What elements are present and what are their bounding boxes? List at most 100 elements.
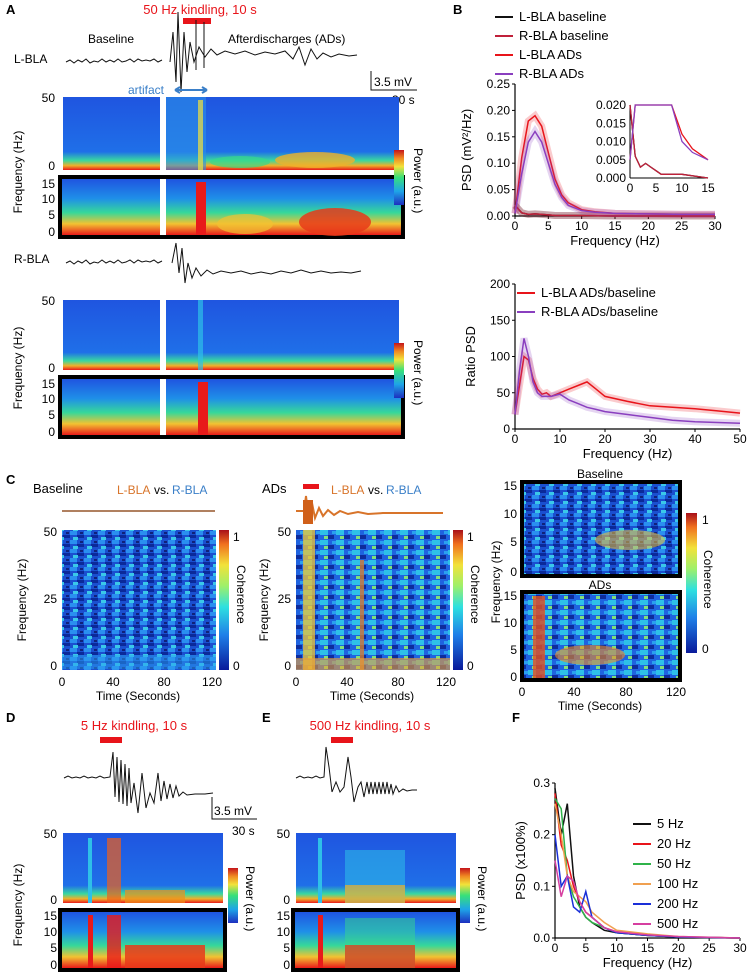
d-zoom-frame (58, 908, 227, 972)
inset-ytick: 0.020 (596, 98, 626, 112)
B-bottom-series-l-bla-ads/baseline (514, 355, 741, 415)
spectrogram-d-zoom (62, 912, 223, 968)
F-series-500-hz (554, 860, 741, 939)
cbar2-min: 0 (467, 659, 474, 673)
lbla-zoom-frame (58, 175, 405, 239)
svg-text:0: 0 (510, 670, 517, 684)
c-vs-2: vs. (368, 483, 383, 497)
svg-text:50: 50 (277, 827, 291, 841)
coherence-ads (296, 530, 450, 670)
inset-xtick: 10 (675, 181, 689, 195)
inset-series (629, 104, 709, 161)
rbla-ads-trace (171, 242, 362, 284)
svg-text:0: 0 (283, 893, 290, 907)
B-bottom-ytick: 50 (497, 386, 511, 400)
trace-e (295, 746, 417, 803)
svg-text:50: 50 (42, 294, 56, 308)
svg-text:80: 80 (157, 675, 171, 689)
B-bottom-ytick: 150 (490, 313, 510, 327)
F-xtick: 25 (702, 941, 716, 955)
inset-xtick: 15 (701, 181, 715, 195)
B-top-ylabel: PSD (mV²/Hz) (459, 109, 474, 191)
svg-text:10: 10 (277, 925, 291, 939)
B-bottom-ytick: 100 (490, 350, 510, 364)
svg-text:5: 5 (510, 535, 517, 549)
panel-label-d: D (6, 710, 15, 725)
F-series-20-hz (554, 793, 741, 939)
c-lbla-1: L-BLA (117, 483, 150, 497)
e-zoom-frame (291, 908, 460, 972)
lbla-ads-trace (169, 11, 358, 93)
cbar1-label: Coherence (234, 565, 248, 624)
F-ylabel: PSD (x100%) (513, 821, 528, 900)
c3-baseline-title: Baseline (577, 467, 623, 481)
B-top-ytick: 0.15 (487, 130, 511, 144)
B-top-ytick: 0.10 (487, 156, 511, 170)
chart-b-bottom: 0 10 20 30 40 50 0 50 100 150 200 Frequency (Hz) Rat… (463, 277, 747, 461)
chart-f: 0 5 10 15 20 25 30 0.0 0.1 0.2 0.3 Frequency (Hz) PS… (513, 776, 747, 970)
spectrogram-e-zoom (295, 912, 456, 968)
svg-text:0: 0 (48, 425, 55, 439)
c-ads-title: ADs (262, 481, 287, 496)
scale-bar-a (370, 71, 417, 91)
F-xtick: 15 (641, 941, 655, 955)
B-bottom-ytick: 0 (503, 422, 510, 436)
B-bottom-legend-label: R-BLA ADs/baseline (541, 304, 658, 319)
lbla-zoom-spectrogram (62, 179, 401, 236)
B-top-series-r-bla-baseline (514, 204, 715, 217)
panel-label-a: A (6, 2, 16, 17)
B-top-xtick: 25 (675, 219, 689, 233)
svg-text:5: 5 (510, 643, 517, 657)
B-top-legend-label: L-BLA baseline (519, 9, 606, 24)
cbar3-label: Coherence (701, 550, 715, 609)
B-bottom-series-r-bla-ads/baseline (514, 338, 741, 424)
rbla-zoom-spectrogram (62, 379, 401, 435)
B-top-xtick: 20 (642, 219, 656, 233)
svg-text:80: 80 (391, 675, 405, 689)
cbar-label-e: Power (a.u.) (475, 866, 489, 931)
svg-text:15: 15 (277, 909, 291, 923)
power-colorbar-d (228, 868, 238, 923)
svg-text:15: 15 (44, 909, 58, 923)
inset-ytick: 0.015 (596, 116, 626, 130)
B-top-ytick: 0.05 (487, 183, 511, 197)
e-axis: 50 0 15 10 5 0 (277, 827, 291, 972)
B-top-xtick: 15 (608, 219, 622, 233)
c1-xlabel: Time (Seconds) (96, 689, 180, 703)
B-top-legend-label: R-BLA baseline (519, 28, 609, 43)
cbar1-max: 1 (233, 530, 240, 544)
F-legend-label: 20 Hz (657, 836, 691, 851)
B-top-ytick: 0.25 (487, 77, 511, 91)
svg-text:10: 10 (44, 925, 58, 939)
cbar-label-a1: Power (a.u.) (411, 148, 425, 213)
svg-text:0: 0 (519, 685, 526, 699)
F-ytick: 0.2 (533, 828, 550, 842)
inset-ytick: 0.010 (596, 135, 626, 149)
B-top-xtick: 0 (512, 219, 519, 233)
panel-label-b: B (453, 2, 462, 17)
spectrogram-e (296, 833, 456, 903)
coherence-ads-zoom (520, 590, 682, 682)
lbla-baseline-trace (65, 58, 163, 64)
power-colorbar-a2 (394, 343, 404, 398)
svg-text:0: 0 (283, 958, 290, 972)
rbla-spectrogram-axis: 50 0 (42, 294, 56, 375)
lbla-zoom-axis: 15 10 5 0 (42, 177, 56, 239)
inset-series (629, 104, 709, 179)
svg-text:5: 5 (48, 208, 55, 222)
B-top-legend-label: L-BLA ADs (519, 47, 582, 62)
svg-text:10: 10 (42, 392, 56, 406)
svg-text:15: 15 (504, 479, 518, 493)
c-rbla-1: R-BLA (172, 483, 207, 497)
B-bottom-legend-label: L-BLA ADs/baseline (541, 285, 656, 300)
cbar3-min: 0 (702, 642, 709, 656)
panel-label-f: F (512, 710, 520, 725)
inset-xtick: 5 (653, 181, 660, 195)
F-legend-label: 200 Hz (657, 896, 698, 911)
chart-b-top: 0 5 10 15 20 25 30 0.00 0.05 0.10 0.15 0.20 0.25 Freq… (459, 9, 722, 248)
F-ytick: 0.1 (533, 879, 550, 893)
d-axis: 50 0 15 10 5 0 (44, 827, 58, 972)
c-rbla-2: R-BLA (386, 483, 421, 497)
svg-text:0: 0 (48, 159, 55, 173)
c-ads-trace (296, 495, 443, 522)
